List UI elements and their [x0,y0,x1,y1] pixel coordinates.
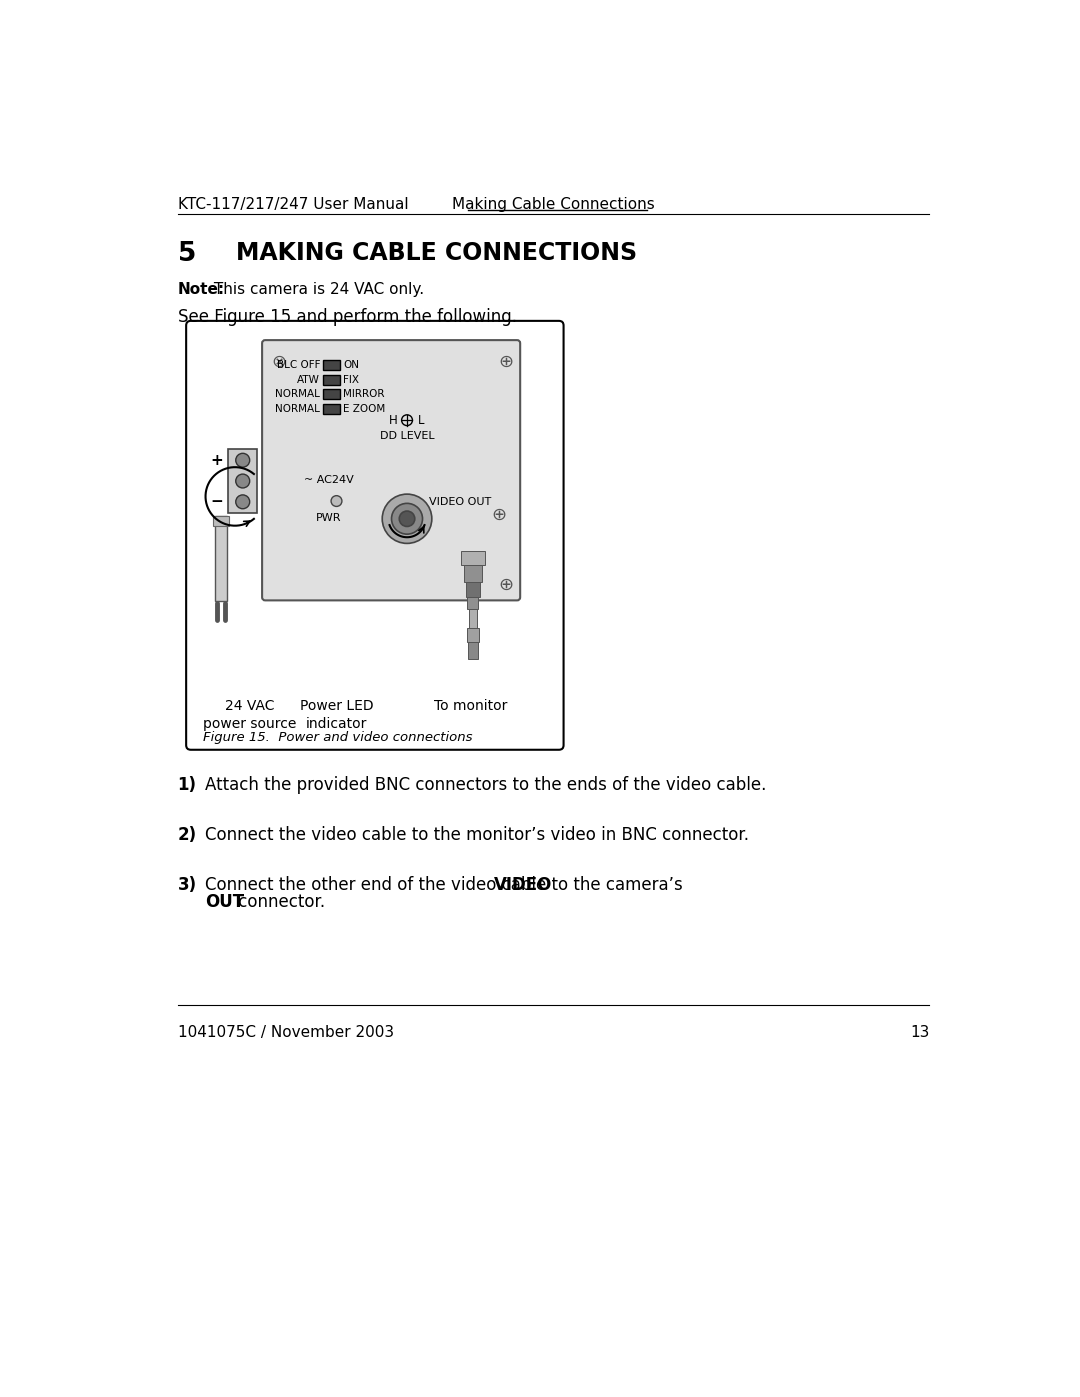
Text: FIX: FIX [343,374,360,384]
Bar [469,609,476,629]
Text: ⊕: ⊕ [491,506,507,524]
Text: 13: 13 [910,1024,930,1039]
Text: DD LEVEL: DD LEVEL [380,432,434,441]
Bar [461,550,485,564]
Text: Connect the video cable to the monitor’s video in BNC connector.: Connect the video cable to the monitor’s… [205,826,748,844]
Text: KTC-117/217/247 User Manual: KTC-117/217/247 User Manual [177,197,408,212]
Circle shape [235,453,249,467]
FancyBboxPatch shape [186,321,564,750]
Text: 1): 1) [177,775,197,793]
Text: ON: ON [343,360,360,370]
Text: ~ AC24V: ~ AC24V [303,475,354,485]
Text: MAKING CABLE CONNECTIONS: MAKING CABLE CONNECTIONS [235,240,637,265]
Text: Power LED
indicator: Power LED indicator [299,698,374,732]
Bar [215,517,227,601]
Circle shape [332,496,342,507]
Text: 2): 2) [177,826,197,844]
Bar [467,629,480,643]
Text: ⊗: ⊗ [271,352,286,370]
Bar [465,583,480,598]
Text: Figure 15.  Power and video connections: Figure 15. Power and video connections [203,731,473,745]
Text: Attach the provided BNC connectors to the ends of the video cable.: Attach the provided BNC connectors to th… [205,775,766,793]
Bar [323,374,340,384]
Circle shape [400,511,415,527]
Text: See Figure 15 and perform the following.: See Figure 15 and perform the following. [177,307,516,326]
Text: ATW: ATW [297,374,321,384]
Text: PWR: PWR [316,513,341,522]
Bar [468,598,478,609]
Text: 24 VAC
power source: 24 VAC power source [203,698,296,732]
Text: connector.: connector. [233,893,325,911]
Circle shape [235,474,249,488]
Text: MIRROR: MIRROR [343,390,384,400]
Text: 3): 3) [177,876,197,894]
Text: H: H [389,414,397,426]
Bar [469,643,477,659]
Text: Making Cable Connections: Making Cable Connections [453,197,654,212]
Bar [323,360,340,370]
Bar [463,564,482,583]
Text: 5: 5 [177,240,195,267]
Text: L: L [418,414,424,426]
Text: 1041075C / November 2003: 1041075C / November 2003 [177,1024,394,1039]
Bar [323,404,340,414]
Bar [228,450,257,513]
Text: NORMAL: NORMAL [275,404,321,414]
Circle shape [392,503,422,534]
Text: ⊕: ⊕ [499,576,514,594]
Text: E ZOOM: E ZOOM [343,404,386,414]
Circle shape [235,495,249,509]
Text: This camera is 24 VAC only.: This camera is 24 VAC only. [208,282,423,296]
FancyBboxPatch shape [262,339,521,601]
Text: VIDEO OUT: VIDEO OUT [429,497,491,507]
Text: Connect the other end of the video cable to the camera’s: Connect the other end of the video cable… [205,876,688,894]
Text: OUT: OUT [205,893,244,911]
Text: +: + [211,453,224,468]
Text: To monitor: To monitor [434,698,508,712]
Bar [323,390,340,400]
Text: BLC OFF: BLC OFF [276,360,321,370]
Text: NORMAL: NORMAL [275,390,321,400]
Text: −: − [211,495,224,510]
Text: Note:: Note: [177,282,225,296]
Circle shape [382,495,432,543]
Bar [213,517,229,525]
Text: ⊕: ⊕ [499,352,514,370]
Text: VIDEO: VIDEO [494,876,553,894]
